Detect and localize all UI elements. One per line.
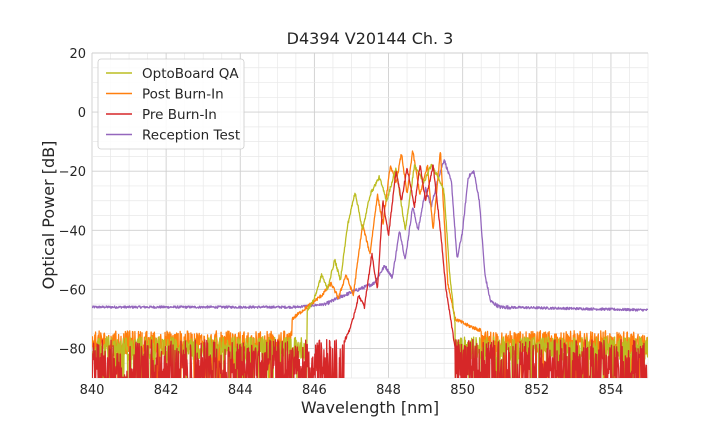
x-axis-label: Wavelength [nm]	[301, 398, 439, 417]
y-tick-label: 0	[78, 106, 86, 121]
legend-label: Pre Burn-In	[142, 107, 217, 123]
x-tick-label: 852	[524, 383, 549, 398]
y-tick-label: −40	[59, 224, 86, 239]
y-tick-label: −60	[59, 283, 86, 298]
x-tick-label: 850	[450, 383, 475, 398]
series-layer	[92, 150, 648, 378]
legend-label: Reception Test	[142, 128, 240, 144]
legend-box	[97, 58, 245, 150]
y-tick-label: −80	[59, 342, 86, 357]
x-tick-label: 846	[302, 383, 327, 398]
y-tick-labels: 20 0 −20 −40 −60 −80	[59, 47, 86, 357]
y-axis-label: Optical Power [dB]	[39, 141, 58, 290]
x-tick-labels: 840 842 844 846 848 850 852 854	[80, 383, 624, 398]
chart-title: D4394 V20144 Ch. 3	[287, 29, 454, 48]
legend-label: OptoBoard QA	[142, 66, 239, 82]
x-tick-label: 842	[154, 383, 179, 398]
x-tick-label: 844	[228, 383, 253, 398]
series-line-reception-test	[92, 159, 648, 312]
x-tick-label: 848	[376, 383, 401, 398]
series-line-pre-burn-in	[92, 164, 648, 378]
x-tick-label: 840	[80, 383, 105, 398]
x-tick-label: 854	[599, 383, 624, 398]
y-tick-label: −20	[59, 165, 86, 180]
legend: OptoBoard QA Post Burn-In Pre Burn-In Recep…	[97, 58, 245, 150]
legend-label: Post Burn-In	[142, 87, 224, 103]
y-tick-label: 20	[69, 47, 86, 62]
